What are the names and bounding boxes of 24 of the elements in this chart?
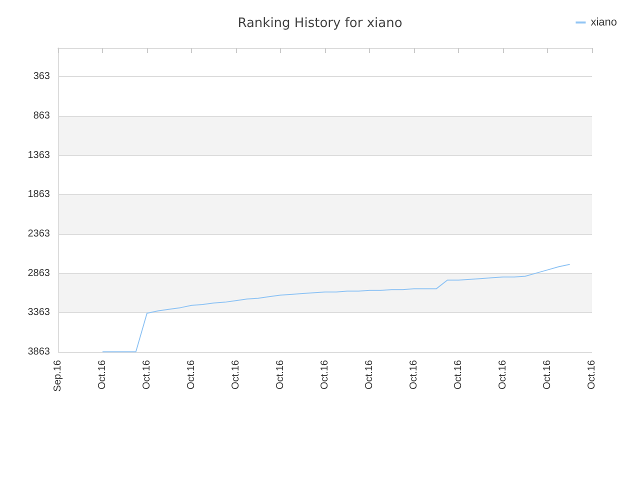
x-tick-label: Oct.16 [453,360,464,390]
line-series [102,264,570,352]
y-tick-label: 863 [33,110,50,122]
legend-label: xiano [590,16,617,28]
y-tick-label: 3863 [28,346,50,358]
chart-title: Ranking History for xiano [238,16,402,31]
x-tick-label: Oct.16 [586,360,598,390]
y-tick-label: 3363 [28,307,50,318]
y-tick-label: 363 [33,71,50,82]
x-tick-label: Oct.16 [320,360,330,390]
x-tick-label: Sep.16 [52,360,64,392]
x-tick-label: Oct.16 [364,360,375,390]
x-tick-label: Oct.16 [230,360,242,390]
y-tick-label: 2363 [28,228,50,240]
x-tick-label: Oct.16 [186,360,197,390]
y-tick-label: 2863 [28,268,50,279]
y-tick-label: 1363 [28,150,50,161]
x-tick-label: Oct.16 [275,360,286,390]
x-tick-label: Oct.16 [542,360,553,390]
y-tick-label: 1863 [28,189,50,200]
x-tick-label: Oct.16 [408,360,420,390]
x-tick-label: Oct.16 [97,360,108,390]
x-tick-label: Oct.16 [498,360,508,390]
x-tick-label: Oct.16 [142,360,152,390]
